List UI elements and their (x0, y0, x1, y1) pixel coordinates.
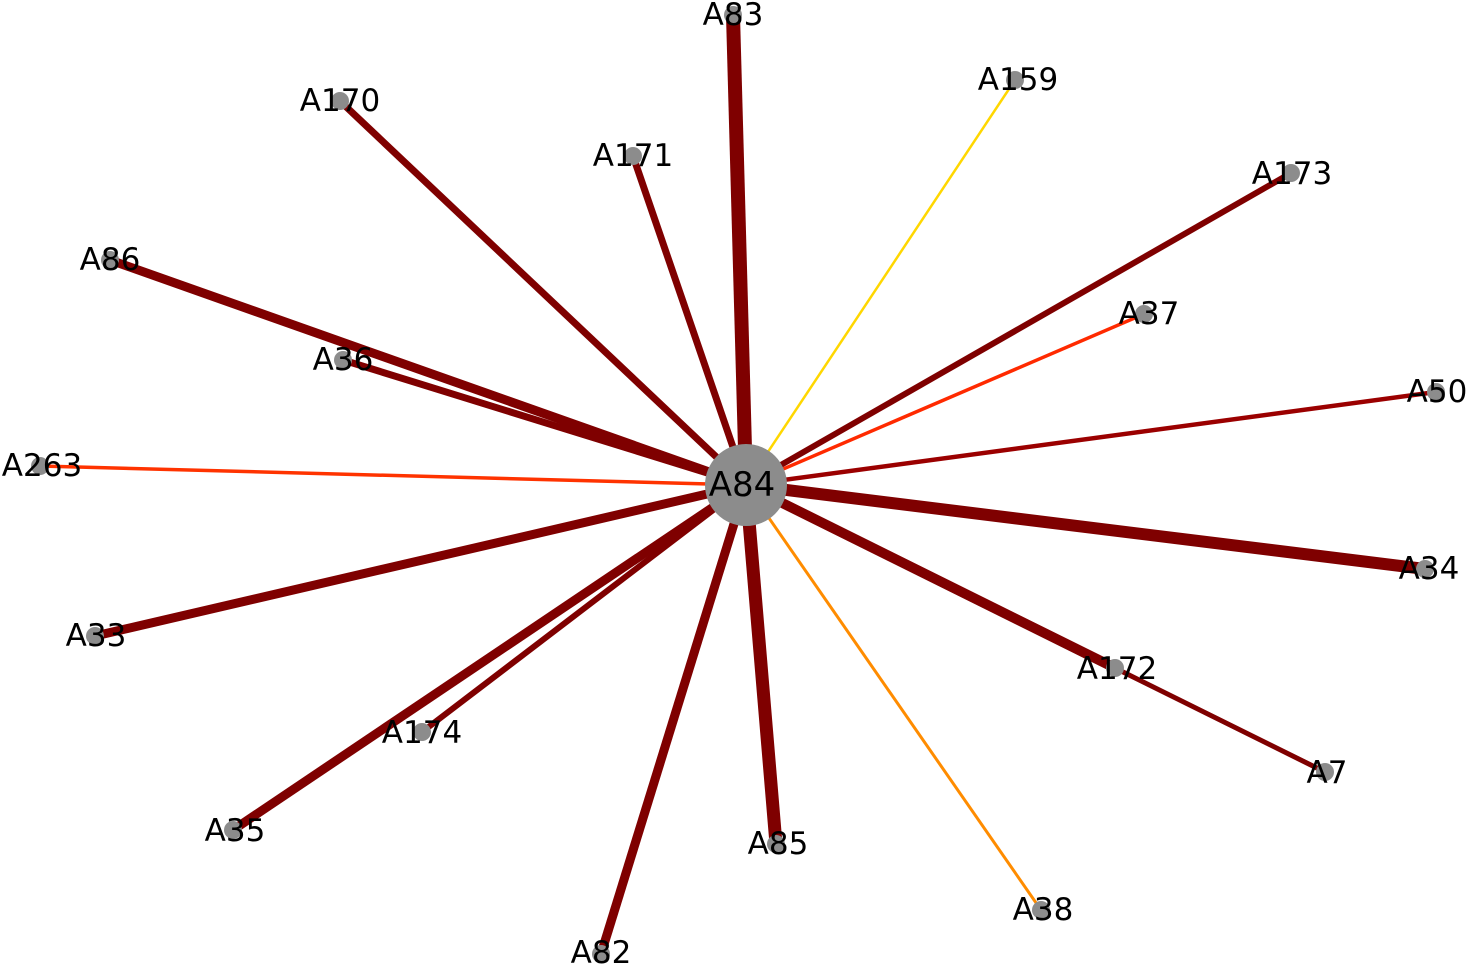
leaf-nodes-layer (31, 6, 1445, 963)
label-a263: A263 (2, 448, 82, 484)
label-a35: A35 (205, 813, 266, 849)
edge-a37 (745, 312, 1145, 487)
hub-node (705, 444, 787, 526)
label-a38: A38 (1013, 892, 1074, 928)
node-a171 (624, 147, 642, 165)
label-a34: A34 (1399, 551, 1460, 587)
node-a86 (101, 251, 119, 269)
label-a172: A172 (1077, 651, 1157, 687)
node-a35 (224, 821, 242, 839)
edge-a263 (39, 464, 747, 487)
label-a7: A7 (1307, 755, 1348, 791)
node-a37 (1135, 305, 1153, 323)
edge-a36 (341, 356, 748, 489)
node-a36 (334, 351, 352, 369)
node-a172 (1106, 659, 1124, 677)
node-a159 (1006, 71, 1024, 89)
node-a263 (31, 457, 49, 475)
edge-a38 (744, 484, 1043, 911)
label-a173: A173 (1252, 156, 1332, 192)
label-a50: A50 (1407, 374, 1468, 410)
edge-a86 (108, 255, 748, 490)
node-a173 (1282, 164, 1300, 182)
node-a83 (724, 6, 742, 24)
edge-a34 (745, 479, 1426, 575)
label-a159: A159 (978, 62, 1058, 98)
edges-layer (39, 14, 1437, 956)
node-a33 (86, 627, 104, 645)
node-a7 (1316, 763, 1334, 781)
label-a86: A86 (80, 242, 141, 278)
hub-node-group (705, 444, 787, 526)
edge-a35 (230, 481, 749, 834)
edge-a172 (743, 480, 1118, 673)
label-a174: A174 (382, 715, 462, 751)
edge-a83 (726, 14, 753, 486)
node-a170 (331, 92, 349, 110)
label-a83: A83 (703, 0, 764, 33)
edge-a50 (745, 389, 1437, 488)
edge-a159 (744, 79, 1017, 486)
edge-a33 (93, 480, 748, 641)
edge-a85 (739, 484, 783, 845)
node-a50 (1427, 383, 1445, 401)
label-a171: A171 (593, 138, 673, 174)
node-a34 (1416, 560, 1434, 578)
label-a37: A37 (1119, 296, 1180, 332)
label-a33: A33 (66, 618, 127, 654)
label-a85: A85 (748, 826, 809, 862)
edge-a171 (629, 154, 750, 487)
label-a170: A170 (300, 83, 380, 119)
edge-a173 (744, 170, 1293, 488)
node-a174 (413, 723, 431, 741)
label-a36: A36 (313, 342, 374, 378)
edge-a7 (1113, 665, 1327, 775)
edge-a82 (596, 483, 751, 956)
node-a38 (1032, 901, 1050, 919)
label-a82: A82 (571, 935, 632, 966)
node-a85 (767, 835, 785, 853)
node-a82 (592, 945, 610, 963)
edge-a170 (337, 98, 749, 488)
hub-label: A84 (709, 465, 776, 505)
